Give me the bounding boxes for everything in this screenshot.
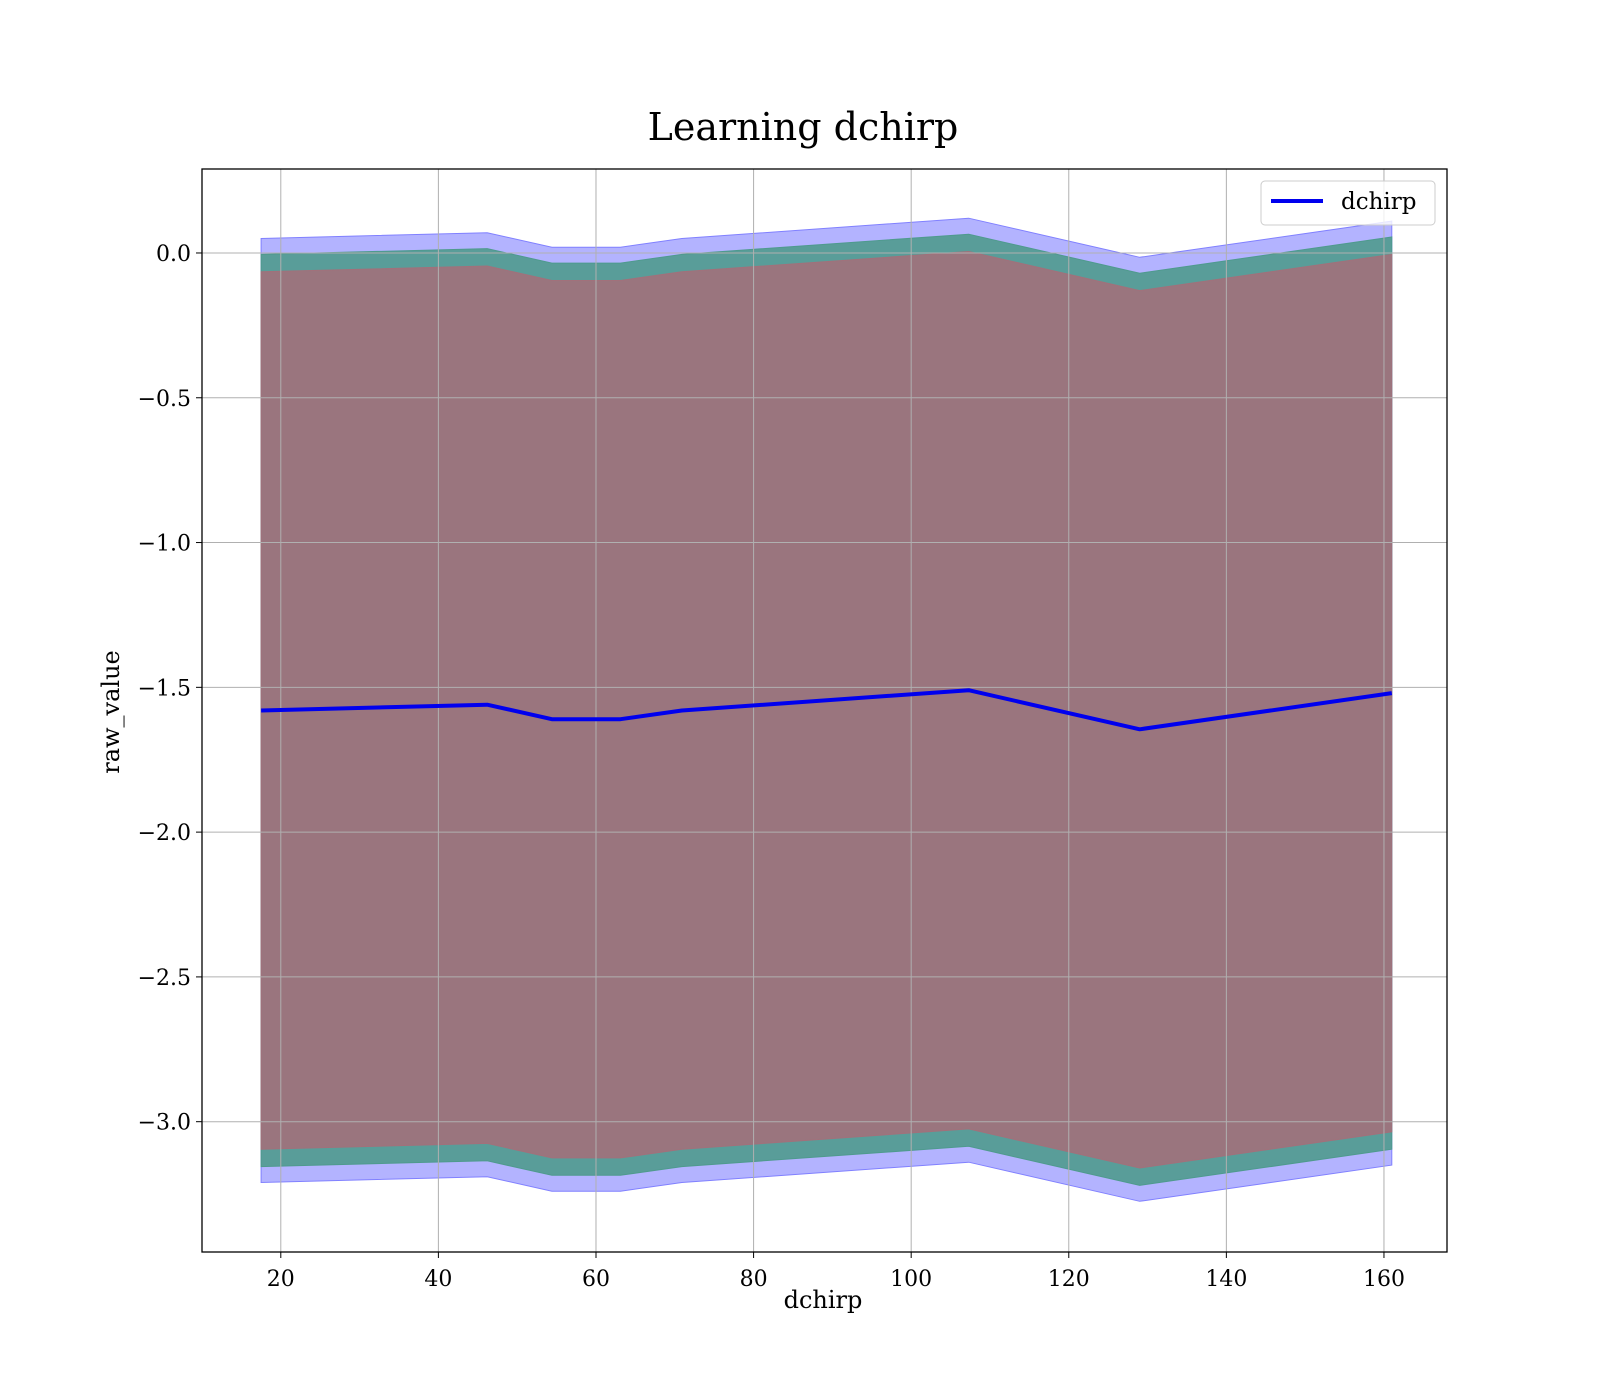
x-axis-label: dchirp [784, 1286, 863, 1314]
x-tick-label: 80 [740, 1267, 768, 1292]
bands-layer [260, 217, 1393, 1202]
grid-layer [202, 169, 1447, 1252]
legend-box [1260, 180, 1436, 226]
x-tick-label: 100 [890, 1267, 932, 1292]
y-tick-label: −1.0 [138, 532, 191, 557]
plot-frame [201, 168, 1448, 1253]
y-tick-label: −2.0 [138, 821, 191, 846]
x-tick-label: 60 [582, 1267, 610, 1292]
confidence-band-3 [260, 250, 1393, 1169]
y-tick-label: −3.0 [138, 1111, 191, 1136]
x-tick-label: 160 [1363, 1267, 1405, 1292]
series-line-dchirp [261, 688, 1393, 732]
x-axis-ticks: 20 40 60 80 100 120 140 160 [267, 1252, 1405, 1292]
chart-title: Learning dchirp [648, 105, 959, 149]
x-tick-label: 140 [1205, 1267, 1247, 1292]
x-tick-label: 120 [1048, 1267, 1090, 1292]
y-axis-ticks: 0.0 −0.5 −1.0 −1.5 −2.0 −2.5 −3.0 [138, 242, 202, 1136]
x-tick-label: 20 [267, 1267, 295, 1292]
y-tick-label: −0.5 [138, 387, 191, 412]
y-tick-label: −2.5 [138, 966, 191, 991]
line-layer [261, 688, 1393, 732]
legend: dchirp [1260, 180, 1436, 226]
legend-label: dchirp [1341, 189, 1417, 215]
y-tick-label: 0.0 [156, 242, 191, 267]
x-tick-label: 40 [424, 1267, 452, 1292]
y-axis-label: raw_value [97, 650, 125, 774]
y-tick-label: −1.5 [138, 676, 191, 701]
